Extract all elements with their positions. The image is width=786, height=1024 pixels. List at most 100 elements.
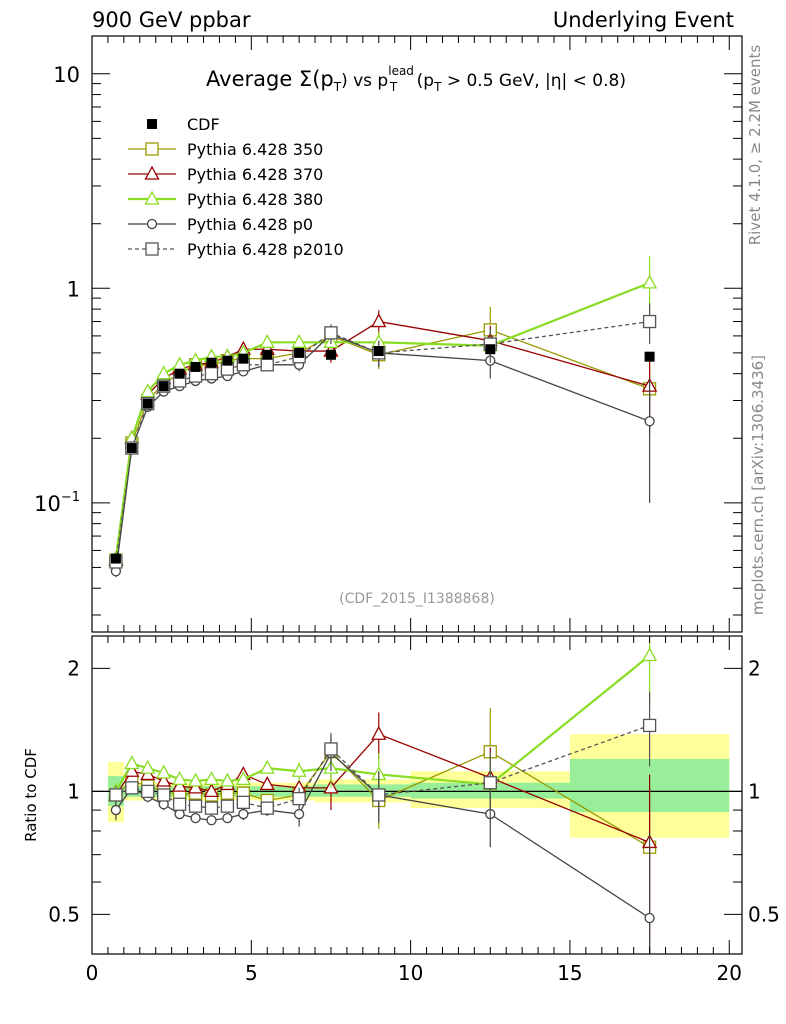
series-p2010 (109, 692, 657, 823)
data-point-cdf (644, 351, 655, 362)
data-point-p380 (642, 274, 658, 289)
data-point-p2010 (204, 367, 219, 381)
data-point-p2010 (236, 795, 250, 810)
legend-entry-p380: Pythia 6.428 380 (128, 190, 323, 209)
y-tick-label: 1 (67, 277, 80, 301)
ratio-y-tick-label-left: 2 (67, 656, 80, 680)
title-close: ) (341, 71, 348, 91)
data-point-cdf (262, 349, 273, 360)
data-point-p370 (371, 725, 387, 740)
legend-marker-p380 (144, 190, 160, 205)
legend-label-p2010: Pythia 6.428 p2010 (187, 240, 344, 259)
analysis-watermark: (CDF_2015_I1388868) (339, 591, 495, 607)
ratio-axis-ticks (91, 636, 742, 955)
legend-entry-cdf: CDF (147, 115, 220, 134)
data-point-p2010 (204, 801, 219, 815)
data-point-p2010 (157, 788, 171, 802)
series-cdf (110, 344, 655, 564)
x-tick-labels: 0 5 10 15 20 (86, 961, 742, 985)
main-plot-area (108, 256, 658, 578)
data-point-cdf (325, 349, 336, 360)
data-point-cdf (174, 368, 185, 379)
data-point-p380 (259, 333, 275, 348)
data-point-p0 (644, 912, 655, 924)
data-point-p380 (235, 771, 251, 786)
data-point-p0 (238, 808, 249, 820)
legend-label-p0: Pythia 6.428 p0 (187, 215, 313, 234)
data-point-p2010 (292, 791, 306, 806)
data-point-p0 (174, 808, 185, 820)
header-right-label: Underlying Event (553, 8, 734, 32)
title-sub-t: T (333, 80, 342, 94)
data-point-p380 (140, 759, 156, 774)
legend-label-p380: Pythia 6.428 380 (187, 190, 323, 209)
x-tick-label: 5 (245, 961, 258, 985)
data-point-p0 (293, 808, 305, 820)
rivet-side-label: Rivet 4.1.0, ≥ 2.2M events (746, 45, 764, 246)
legend-marker-p370 (144, 165, 160, 180)
legend-label-p350: Pythia 6.428 350 (187, 140, 323, 159)
y-tick-label: 10−1 (34, 490, 80, 516)
data-point-p380 (291, 762, 307, 777)
data-point-p2010 (483, 776, 497, 790)
data-point-p380 (140, 383, 156, 398)
data-point-p370 (371, 313, 387, 328)
x-tick-label: 0 (86, 961, 99, 985)
x-tick-label: 20 (717, 961, 742, 985)
data-point-p370 (203, 783, 220, 798)
legend-entry-p370: Pythia 6.428 370 (128, 165, 323, 184)
data-point-p370 (156, 772, 172, 787)
title-prefix: Average (206, 67, 299, 91)
legend: CDF Pythia 6.428 350 Pythia 6.428 370 Pythi… (128, 115, 344, 259)
data-point-p370 (172, 777, 188, 792)
data-point-p2010 (188, 799, 203, 813)
title-sup-lead: lead (388, 64, 414, 78)
title-vs: vs p (348, 71, 389, 91)
data-point-cdf (158, 381, 169, 392)
legend-entry-p0: Pythia 6.428 p0 (128, 215, 313, 234)
ratio-y-tick-label-left: 0.5 (48, 902, 80, 926)
data-point-p380 (172, 771, 188, 786)
header-left-label: 900 GeV ppbar (92, 8, 251, 32)
data-point-cdf (222, 355, 233, 366)
legend-entry-p350: Pythia 6.428 350 (128, 140, 323, 159)
legend-marker-p2010 (145, 242, 159, 256)
legend-label-p370: Pythia 6.428 370 (187, 165, 323, 184)
data-point-p370 (187, 779, 204, 794)
title-cut-open: (p (411, 71, 434, 91)
data-point-p380 (156, 764, 172, 779)
title-sigma: Σ(p (299, 67, 334, 91)
data-point-cdf (294, 347, 305, 358)
data-point-p380 (203, 771, 220, 786)
data-point-cdf (238, 353, 249, 364)
series-p380 (108, 256, 658, 565)
data-point-p2010 (642, 718, 657, 733)
main-axis-ticks (91, 36, 742, 632)
data-point-cdf (190, 361, 201, 372)
ratio-y-tick-label-right: 1 (748, 779, 761, 803)
data-point-p0 (222, 812, 233, 824)
ratio-panel: 2 2 1 1 0.5 0.5 0 5 10 15 20 Ratio to CDF (22, 635, 780, 985)
data-point-p0 (190, 812, 201, 824)
data-point-p2010 (172, 797, 187, 811)
data-point-p0 (110, 804, 122, 816)
legend-marker-p0 (146, 218, 158, 230)
legend-marker-cdf (147, 119, 157, 129)
data-point-cdf (110, 553, 121, 564)
legend-label-cdf: CDF (187, 115, 220, 134)
main-title: Average Σ(pT) vs plead T (pT > 0.5 GeV, |… (206, 64, 626, 94)
data-point-p2010 (260, 358, 274, 372)
series-line-p2010 (115, 724, 650, 809)
title-cut-rest: > 0.5 GeV, |η| < 0.8) (441, 71, 626, 91)
data-point-cdf (373, 346, 384, 357)
data-point-p370 (259, 776, 275, 791)
data-point-p2010 (220, 799, 235, 813)
x-tick-label: 15 (557, 961, 582, 985)
legend-marker-p350 (145, 142, 159, 156)
data-point-p2010 (324, 326, 338, 340)
data-point-cdf (126, 443, 137, 454)
ratio-y-tick-label-left: 1 (67, 779, 80, 803)
data-point-p380 (219, 772, 236, 787)
